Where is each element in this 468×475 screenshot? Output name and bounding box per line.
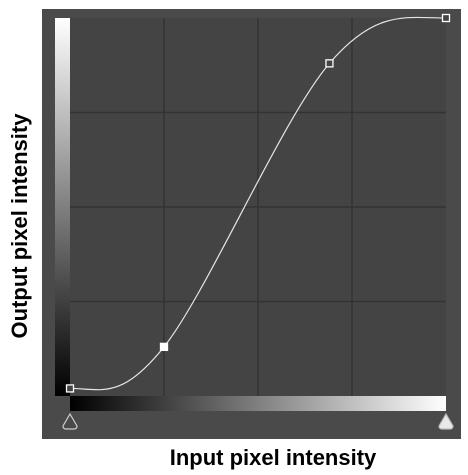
y-axis-label: Output pixel intensity	[7, 113, 32, 339]
triangle-icon	[62, 412, 78, 430]
triangle-icon	[438, 412, 454, 430]
control-point[interactable]	[441, 13, 451, 23]
output-gradient-bar	[55, 18, 70, 396]
control-points[interactable]	[65, 13, 451, 393]
input-gradient-bar	[70, 396, 446, 411]
grid	[70, 18, 446, 396]
control-point[interactable]	[65, 384, 75, 393]
tone-curve[interactable]	[69, 16, 447, 391]
black-point-slider[interactable]	[61, 412, 79, 431]
white-point-slider[interactable]	[437, 412, 455, 431]
control-point[interactable]	[325, 59, 334, 68]
control-point[interactable]	[159, 342, 169, 352]
x-axis-label: Input pixel intensity	[169, 445, 377, 470]
